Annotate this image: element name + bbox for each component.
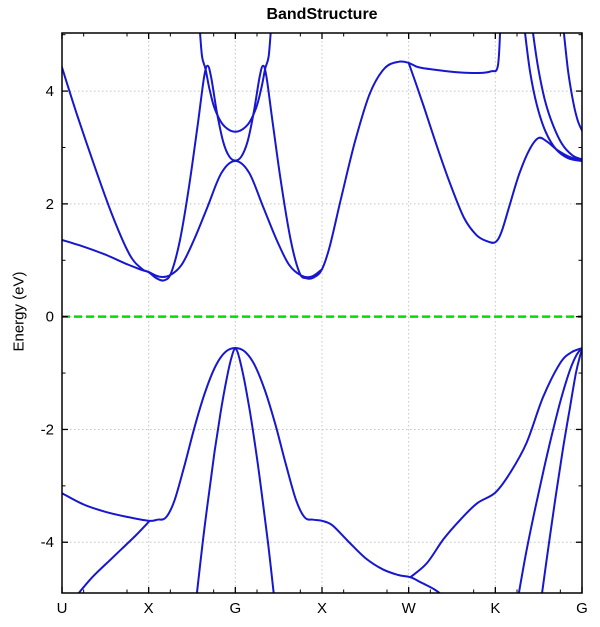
- y-axis-label: Energy (eV): [10, 271, 28, 352]
- band-curve-valence-5: [517, 347, 582, 593]
- band-curve-conduction-4: [407, 61, 582, 244]
- plot-title: BandStructure: [266, 6, 378, 23]
- x-tick-label-5: K: [490, 600, 500, 617]
- y-tick-label-0: -4: [41, 534, 54, 551]
- y-tick-label-3: 2: [46, 196, 54, 213]
- x-tick-label-6: G: [576, 600, 588, 617]
- x-tick-label-3: X: [317, 600, 327, 617]
- band-curve-valence-4: [409, 347, 582, 579]
- band-curve-conduction-3: [199, 33, 272, 133]
- band-curve-conduction-5: [524, 33, 582, 162]
- band-curve-conduction-7: [562, 33, 582, 132]
- band-curve-valence-3: [195, 347, 275, 593]
- x-tick-label-2: G: [229, 600, 241, 617]
- band-curve-conduction-2: [62, 159, 323, 279]
- x-tick-label-0: U: [57, 600, 68, 617]
- band-curve-conduction-6: [531, 33, 582, 161]
- band-curve-valence-2: [77, 520, 150, 593]
- band-curve-valence-1: [62, 346, 442, 593]
- y-tick-label-2: 0: [46, 309, 54, 326]
- y-tick-label-4: 4: [46, 83, 54, 100]
- x-tick-label-4: W: [402, 600, 417, 617]
- y-tick-label-1: -2: [41, 421, 54, 438]
- band-curve-valence-6: [541, 349, 582, 593]
- band-curve-conduction-1: [62, 33, 502, 282]
- x-tick-label-1: X: [144, 600, 154, 617]
